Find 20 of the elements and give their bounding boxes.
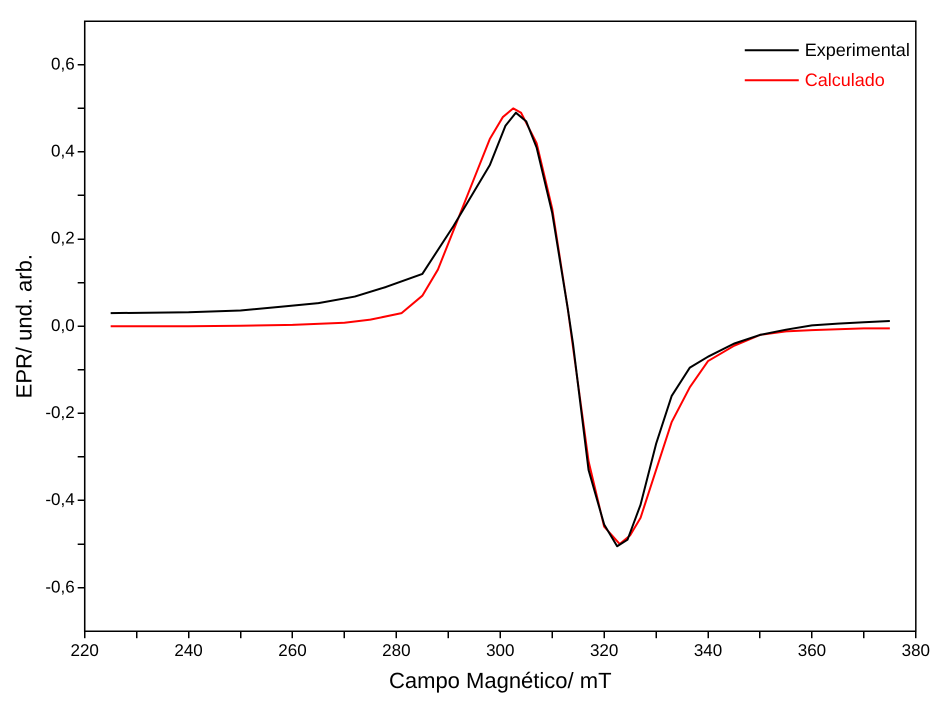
x-tick-label: 360 [798, 641, 826, 660]
x-axis-title: Campo Magnético/ mT [388, 668, 612, 693]
legend-label: Calculado [804, 70, 885, 90]
y-axis-title: EPR/ und. arb. [11, 254, 36, 398]
y-tick-label: 0,6 [51, 54, 75, 74]
x-tick-label: 340 [694, 641, 722, 660]
y-tick-label: 0,4 [51, 142, 75, 161]
x-tick-label: 240 [174, 641, 203, 660]
x-tick-label: 300 [486, 641, 514, 660]
y-tick-label: 0,0 [51, 316, 75, 335]
x-tick-label: 260 [278, 641, 307, 660]
x-tick-label: 220 [70, 641, 99, 660]
x-tick-label: 280 [382, 641, 411, 660]
y-tick-label: -0,2 [45, 403, 75, 422]
y-tick-label: -0,4 [45, 490, 75, 510]
y-tick-label: 0,2 [51, 228, 75, 248]
y-tick-label: -0,6 [45, 577, 75, 596]
x-tick-label: 320 [590, 641, 618, 660]
x-tick-label: 380 [902, 641, 930, 660]
legend-label: Experimental [804, 40, 910, 60]
